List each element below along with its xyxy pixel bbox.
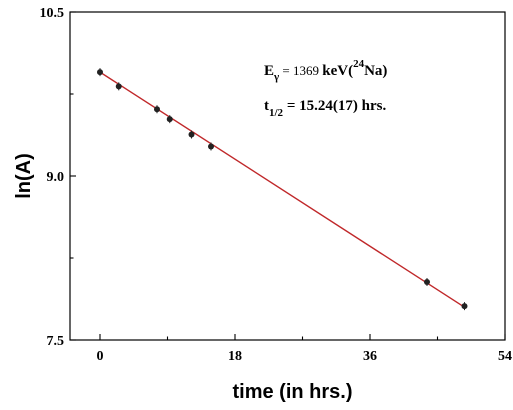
energy-unit: keV(	[322, 63, 353, 79]
y-tick-label: 7.5	[47, 334, 65, 349]
axis-ticks	[70, 11, 506, 341]
x-tick-label: 0	[97, 349, 104, 364]
fit-line	[99, 71, 465, 308]
data-point	[115, 83, 122, 90]
x-tick-label: 36	[363, 349, 377, 364]
energy-subscript: γ	[273, 71, 279, 83]
y-tick-label: 10.5	[40, 6, 65, 21]
half-life-value: = 15.24(17) hrs.	[283, 98, 386, 114]
annotation-energy: Eγ = 1369 keV(24Na)	[264, 58, 387, 83]
data-point	[461, 303, 468, 310]
data-points	[97, 68, 468, 311]
half-life-symbol: t	[264, 98, 269, 114]
data-point	[208, 143, 214, 150]
x-tick-label: 54	[498, 349, 512, 364]
annotation-half-life: t1/2 = 15.24(17) hrs.	[264, 98, 386, 119]
data-point	[424, 279, 430, 286]
energy-value: = 1369	[279, 63, 322, 78]
data-point	[154, 106, 160, 113]
y-axis-title: ln(A)	[13, 153, 35, 199]
y-tick-label: 9.0	[47, 170, 65, 185]
data-point	[166, 116, 173, 123]
data-point	[188, 131, 195, 138]
x-tick-label: 18	[228, 349, 242, 364]
axis-tick-labels: 0 18 36 54 7.5 9.0 10.5	[40, 6, 513, 364]
energy-symbol: E	[264, 63, 274, 79]
isotope-mass-number: 24	[353, 58, 365, 70]
x-axis-title: time (in hrs.)	[232, 381, 352, 403]
data-point	[97, 69, 103, 76]
half-life-subscript: 1/2	[269, 107, 284, 119]
isotope-symbol: Na)	[364, 63, 387, 79]
